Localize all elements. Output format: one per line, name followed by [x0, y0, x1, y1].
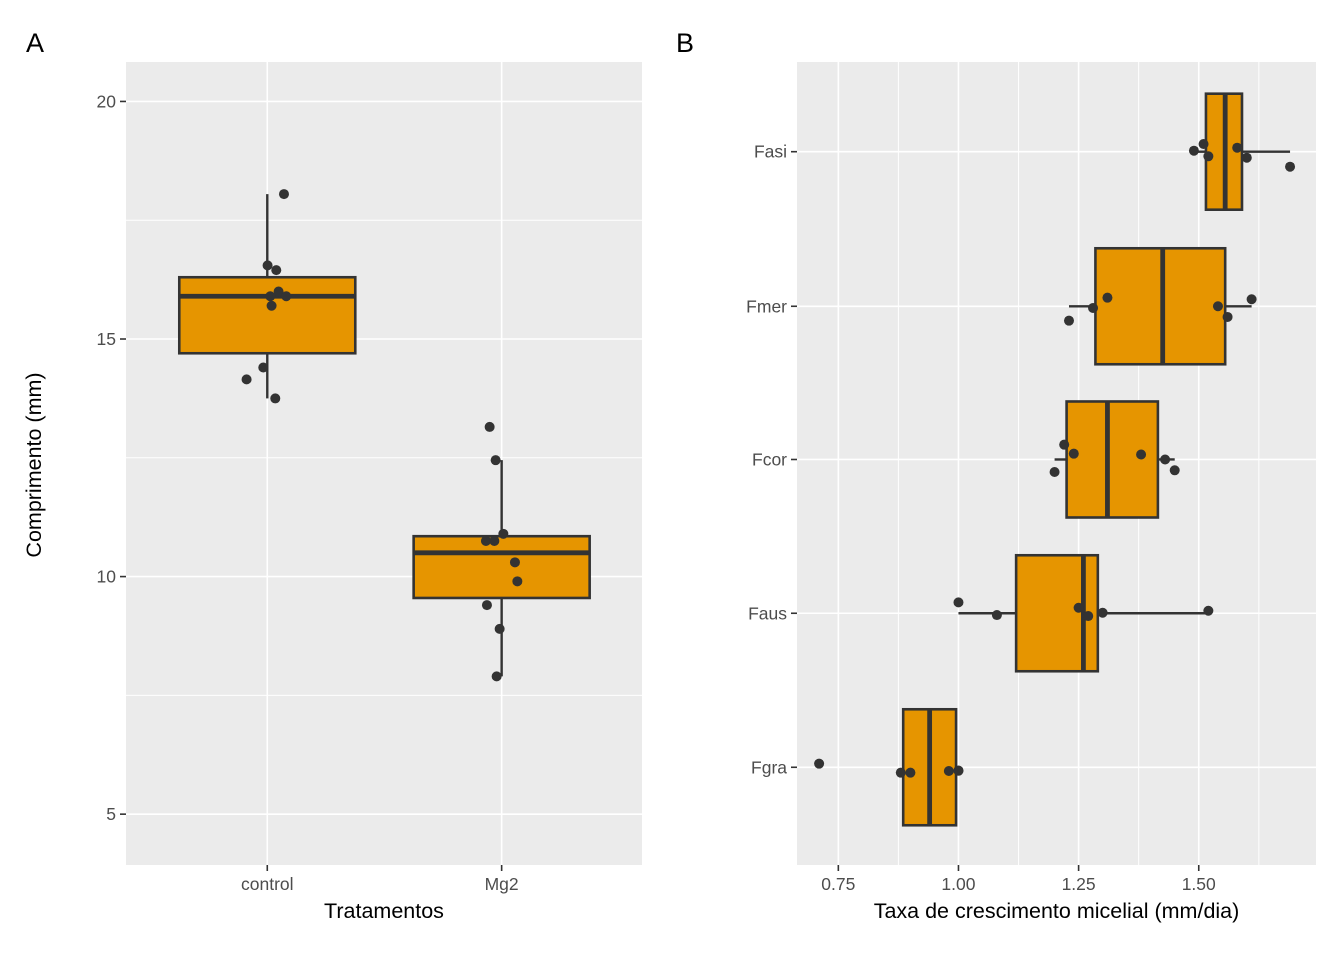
- jitter-point: [953, 597, 964, 608]
- jitter-point: [1063, 315, 1074, 326]
- y-tick-label: 10: [97, 567, 117, 587]
- jitter-point: [278, 189, 289, 200]
- jitter-point: [271, 265, 282, 276]
- jitter-point: [509, 557, 520, 568]
- jitter-point: [1083, 611, 1094, 622]
- panel-a-y-axis-title: Comprimento (mm): [22, 372, 46, 558]
- y-tick-label: 20: [97, 91, 117, 111]
- jitter-point: [489, 535, 500, 546]
- jitter-point: [512, 576, 523, 587]
- panel-b-x-axis-title: Taxa de crescimento micelial (mm/dia): [873, 899, 1240, 923]
- jitter-point: [490, 455, 501, 466]
- x-tick-label: 1.00: [941, 874, 975, 894]
- jitter-point: [905, 767, 916, 778]
- y-tick-label: Fgra: [751, 757, 787, 777]
- jitter-point: [266, 300, 277, 311]
- jitter-point: [991, 610, 1002, 621]
- jitter-point: [262, 260, 273, 271]
- box-control: [177, 275, 357, 355]
- jitter-point: [1232, 142, 1243, 153]
- jitter-point: [943, 765, 954, 776]
- jitter-point: [484, 421, 495, 432]
- jitter-point: [1073, 602, 1084, 613]
- x-tick-label: control: [241, 874, 294, 894]
- y-tick-label: Faus: [748, 603, 787, 623]
- jitter-point: [1222, 311, 1233, 322]
- jitter-point: [491, 671, 502, 682]
- y-tick-label: Fasi: [754, 142, 787, 162]
- x-tick-label: 1.50: [1182, 874, 1216, 894]
- jitter-point: [1198, 138, 1209, 149]
- y-tick-label: 15: [97, 329, 116, 349]
- jitter-point: [1059, 439, 1070, 450]
- jitter-point: [258, 362, 269, 373]
- jitter-point: [1088, 302, 1099, 313]
- panel-a-tag: A: [26, 28, 45, 58]
- jitter-point: [281, 291, 292, 302]
- jitter-point: [241, 374, 252, 385]
- box-mg2: [412, 534, 591, 600]
- jitter-point: [498, 528, 509, 539]
- jitter-point: [273, 286, 284, 297]
- jitter-point: [1102, 292, 1113, 303]
- y-tick-label: 5: [106, 804, 116, 824]
- jitter-point: [1203, 605, 1214, 616]
- jitter-point: [1049, 466, 1060, 477]
- jitter-point: [1203, 151, 1214, 162]
- jitter-point: [1097, 607, 1108, 618]
- jitter-point: [1285, 161, 1296, 172]
- panel-a-background: [126, 62, 642, 865]
- box-fmer: [1094, 246, 1227, 366]
- y-tick-label: Fcor: [752, 449, 787, 469]
- jitter-point: [270, 393, 281, 404]
- jitter-point: [1160, 454, 1171, 465]
- jitter-point: [1241, 152, 1252, 163]
- x-tick-label: 1.25: [1062, 874, 1096, 894]
- jitter-point: [265, 291, 276, 302]
- jitter-point: [1212, 301, 1223, 312]
- jitter-point: [814, 758, 825, 769]
- jitter-point: [494, 623, 505, 634]
- panel-b-tag: B: [676, 28, 695, 58]
- jitter-point: [481, 600, 492, 611]
- jitter-point: [1188, 145, 1199, 156]
- panel-a-x-axis-title: Tratamentos: [324, 899, 444, 923]
- x-tick-label: Mg2: [485, 874, 519, 894]
- jitter-point: [480, 535, 491, 546]
- jitter-point: [953, 765, 964, 776]
- box-fcor: [1065, 400, 1160, 519]
- jitter-point: [1068, 448, 1079, 459]
- jitter-point: [1136, 449, 1147, 460]
- x-tick-label: 0.75: [821, 874, 855, 894]
- jitter-point: [895, 767, 906, 778]
- jitter-point: [1169, 465, 1180, 476]
- y-tick-label: Fmer: [746, 296, 787, 316]
- jitter-point: [1246, 294, 1257, 305]
